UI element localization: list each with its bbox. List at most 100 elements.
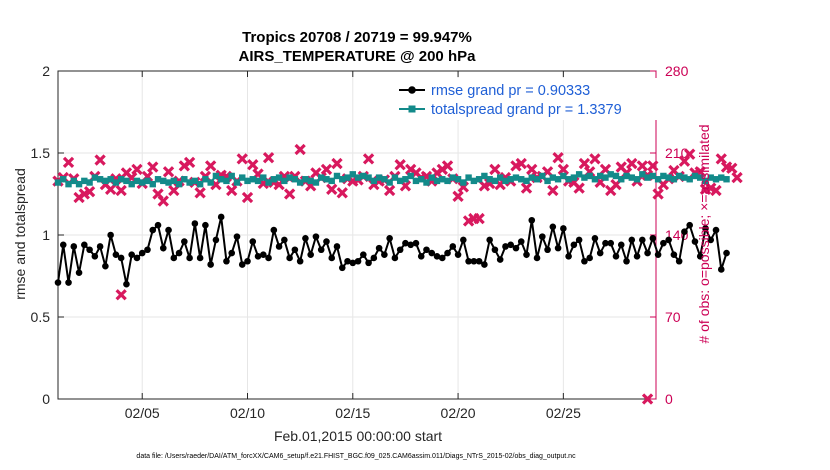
- totalspread-point: [686, 176, 693, 183]
- obs-count-point: [62, 156, 75, 169]
- totalspread-point: [575, 171, 583, 178]
- data-series: [52, 143, 743, 405]
- obs-count-point: [731, 171, 743, 184]
- rmse-point: [549, 223, 557, 231]
- totalspread-point: [644, 174, 651, 181]
- rmse-point: [65, 279, 72, 286]
- totalspread-point: [470, 177, 478, 185]
- chart-title: Tropics 20708 / 20719 = 99.947%: [242, 29, 472, 46]
- rmse-point: [228, 249, 236, 257]
- rmse-point: [654, 251, 662, 258]
- rmse-point: [128, 251, 135, 258]
- totalspread-point: [712, 176, 720, 183]
- rmse-point: [181, 238, 188, 245]
- rmse-point: [54, 279, 62, 286]
- rmse-point: [102, 262, 109, 270]
- totalspread-point: [139, 179, 146, 186]
- totalspread-point: [549, 174, 557, 181]
- legend-spread-label: totalspread grand pr = 1.3379: [431, 102, 622, 118]
- obs-count-point: [247, 159, 259, 171]
- rmse-point: [70, 243, 78, 250]
- totalspread-point: [360, 172, 367, 180]
- right-y-tick-label: 210: [665, 145, 689, 161]
- totalspread-point: [212, 172, 220, 180]
- rmse-point: [649, 234, 657, 242]
- rmse-point: [312, 233, 320, 240]
- x-tick-label: 02/10: [230, 405, 265, 421]
- totalspread-point: [160, 177, 167, 185]
- rmse-point: [386, 234, 393, 242]
- rmse-point: [723, 249, 730, 257]
- totalspread-point: [375, 174, 383, 181]
- obs-count-point: [647, 160, 659, 172]
- rmse-point: [586, 254, 593, 262]
- rmse-point: [523, 251, 530, 258]
- obs-count-point: [684, 148, 696, 160]
- rmse-point: [259, 251, 267, 258]
- totalspread-point: [307, 177, 314, 185]
- obs-count-point: [547, 184, 559, 197]
- totalspread-point: [181, 176, 188, 183]
- rmse-point: [186, 254, 193, 262]
- rmse-point: [107, 231, 114, 239]
- legend-spread-marker: [408, 105, 416, 113]
- obs-count-point: [183, 156, 196, 169]
- chart-subtitle: AIRS_TEMPERATURE @ 200 hPa: [239, 48, 477, 65]
- rmse-point: [402, 239, 409, 247]
- totalspread-point: [102, 177, 109, 185]
- totalspread-point: [323, 176, 330, 183]
- obs-count-point: [331, 157, 343, 170]
- rmse-point: [170, 254, 178, 262]
- y-tick-label: 1: [42, 227, 50, 243]
- totalspread-point: [412, 177, 420, 185]
- rmse-point: [512, 244, 520, 252]
- obs-count-point: [394, 159, 406, 171]
- rmse-point: [275, 243, 283, 250]
- y-tick-label: 0: [42, 391, 50, 407]
- rmse-point: [544, 246, 551, 254]
- obs-count-point: [715, 153, 727, 165]
- rmse-point: [612, 253, 620, 260]
- legend-rmse-marker: [408, 86, 416, 94]
- totalspread-point: [381, 176, 388, 183]
- totalspread-point: [223, 177, 230, 185]
- rmse-point: [717, 266, 725, 273]
- totalspread-point: [460, 179, 467, 186]
- rmse-point: [344, 257, 351, 265]
- totalspread-point: [444, 177, 451, 185]
- rmse-point: [365, 259, 372, 267]
- data-file-footnote: data file: /Users/raeder/DAI/ATM_forcXX/…: [136, 453, 576, 460]
- totalspread-point: [449, 174, 457, 181]
- totalspread-point: [91, 174, 99, 181]
- gridlines: [58, 71, 656, 399]
- rmse-point: [112, 251, 120, 258]
- rmse-point: [96, 243, 104, 250]
- right-y-tick-label: 280: [665, 63, 689, 79]
- totalspread-point: [560, 172, 567, 180]
- obs-count-point: [83, 185, 96, 198]
- totalspread-point: [507, 176, 514, 183]
- rmse-point: [354, 257, 362, 265]
- rmse-point: [660, 239, 667, 247]
- rmse-point: [623, 257, 630, 265]
- rmse-point: [238, 261, 246, 268]
- rmse-point: [507, 241, 515, 249]
- rmse-point: [123, 280, 130, 288]
- obs-count-point: [626, 157, 638, 170]
- rmse-point: [554, 244, 562, 252]
- totalspread-point: [718, 174, 725, 181]
- rmse-point: [412, 239, 420, 247]
- totalspread-point: [328, 177, 335, 185]
- obs-count-point: [652, 188, 664, 200]
- obs-count-point: [520, 182, 533, 194]
- totalspread-point: [407, 172, 414, 180]
- totalspread-point: [428, 174, 435, 181]
- totalspread-point: [117, 176, 125, 183]
- rmse-point: [691, 238, 699, 245]
- totalspread-point: [123, 177, 130, 185]
- rmse-point: [486, 236, 493, 244]
- totalspread-point: [702, 177, 709, 185]
- totalspread-point: [475, 176, 483, 183]
- totalspread-point: [670, 176, 678, 183]
- rmse-point: [675, 257, 683, 265]
